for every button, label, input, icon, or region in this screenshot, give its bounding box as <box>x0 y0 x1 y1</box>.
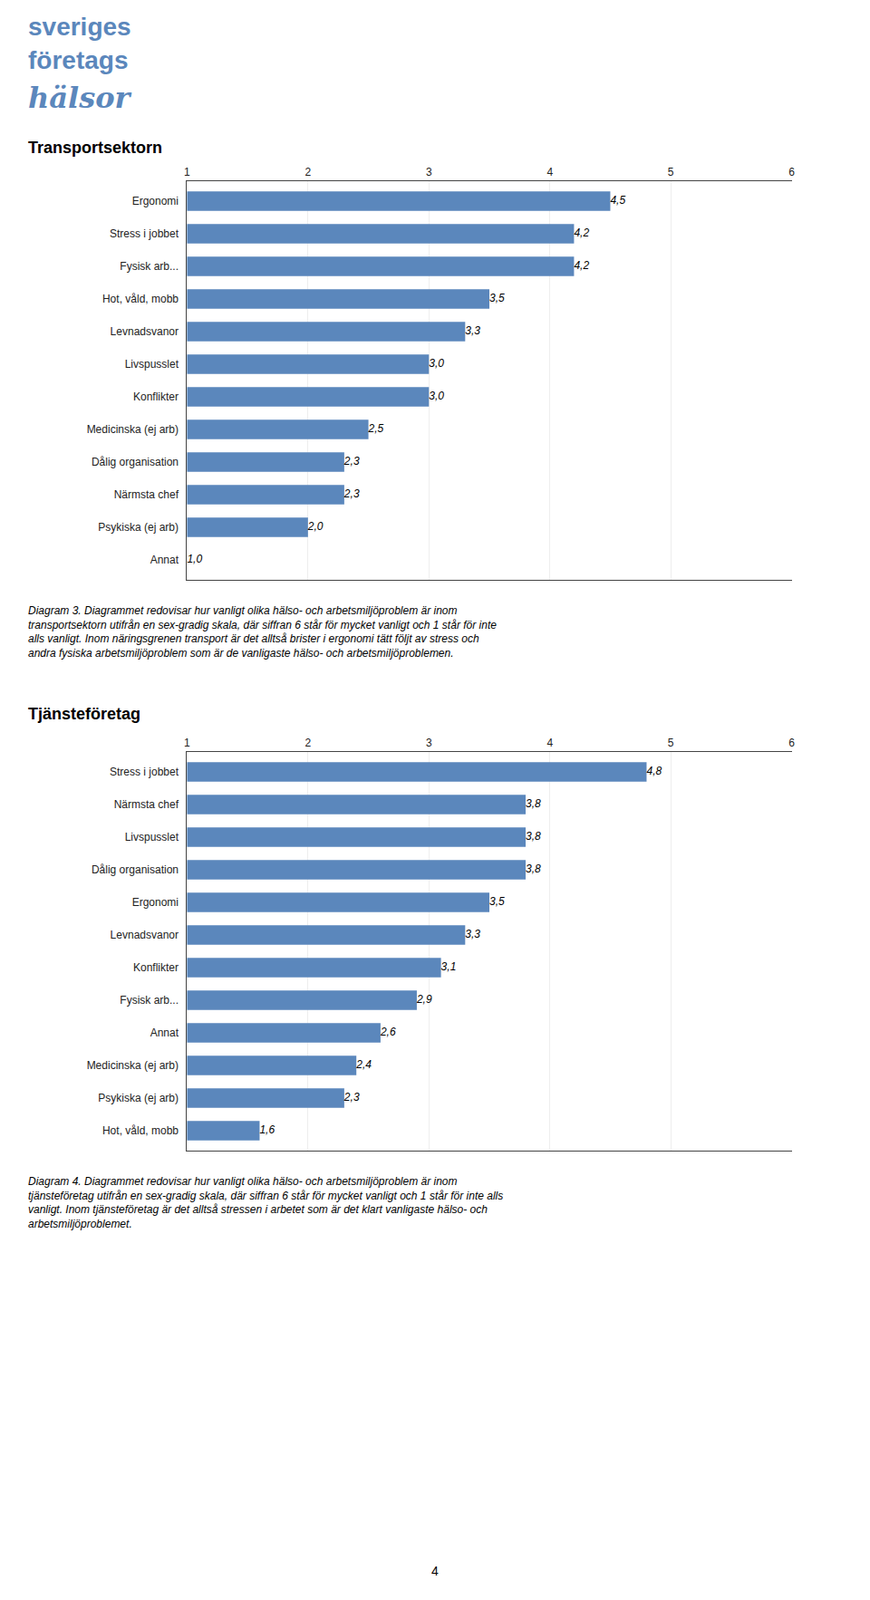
svg-text:2,3: 2,3 <box>343 487 360 501</box>
svg-text:3,0: 3,0 <box>428 389 445 403</box>
svg-text:Transportsektorn: Transportsektorn <box>28 138 163 157</box>
svg-text:Annat: Annat <box>150 1026 180 1040</box>
svg-text:Fysisk arb...: Fysisk arb... <box>119 260 179 273</box>
svg-text:Diagram 4. Diagrammet redovisa: Diagram 4. Diagrammet redovisar hur vanl… <box>28 1175 503 1231</box>
svg-text:Hot, våld, mobb: Hot, våld, mobb <box>102 292 179 306</box>
svg-text:2,6: 2,6 <box>379 1025 397 1039</box>
svg-text:1,0: 1,0 <box>186 552 203 566</box>
svg-text:Närmsta chef: Närmsta chef <box>114 488 180 502</box>
svg-text:3,8: 3,8 <box>525 797 542 811</box>
svg-text:sveriges: sveriges <box>28 12 132 41</box>
svg-text:Konflikter: Konflikter <box>133 961 179 975</box>
svg-text:2: 2 <box>304 165 311 179</box>
svg-text:2,3: 2,3 <box>343 454 360 468</box>
svg-text:3,1: 3,1 <box>441 960 457 974</box>
svg-text:1,6: 1,6 <box>259 1123 275 1137</box>
svg-text:4,2: 4,2 <box>573 259 590 272</box>
svg-text:2,9: 2,9 <box>415 993 433 1006</box>
svg-text:Konflikter: Konflikter <box>133 390 179 404</box>
svg-text:4: 4 <box>546 736 553 750</box>
svg-text:3: 3 <box>425 165 433 179</box>
svg-text:Stress i jobbet: Stress i jobbet <box>109 227 180 241</box>
svg-text:Dålig organisation: Dålig organisation <box>91 455 179 469</box>
svg-text:3,3: 3,3 <box>464 324 481 338</box>
svg-text:Diagram 3. Diagrammet redovisa: Diagram 3. Diagrammet redovisar hur vanl… <box>28 604 497 660</box>
svg-text:3,5: 3,5 <box>489 895 505 909</box>
svg-text:4: 4 <box>431 1564 439 1579</box>
svg-text:3,3: 3,3 <box>464 928 481 941</box>
svg-text:4,2: 4,2 <box>573 226 590 240</box>
svg-text:2,5: 2,5 <box>367 422 385 435</box>
svg-text:Livspusslet: Livspusslet <box>125 357 180 371</box>
svg-text:2,3: 2,3 <box>343 1091 360 1104</box>
svg-text:Dålig organisation: Dålig organisation <box>91 863 179 877</box>
svg-text:1: 1 <box>183 165 191 179</box>
svg-text:3,8: 3,8 <box>525 830 542 843</box>
svg-text:4,5: 4,5 <box>609 193 626 207</box>
svg-text:5: 5 <box>667 165 675 179</box>
svg-text:6: 6 <box>788 165 795 179</box>
svg-text:Fysisk arb...: Fysisk arb... <box>119 994 179 1007</box>
svg-text:Levnadsvanor: Levnadsvanor <box>110 928 179 942</box>
svg-text:6: 6 <box>788 736 795 750</box>
svg-text:2,4: 2,4 <box>355 1058 372 1072</box>
svg-text:4,8: 4,8 <box>646 764 662 778</box>
svg-text:Medicinska (ej arb): Medicinska (ej arb) <box>87 423 179 436</box>
svg-text:3,5: 3,5 <box>489 291 505 305</box>
svg-text:Psykiska (ej arb): Psykiska (ej arb) <box>97 1092 179 1105</box>
svg-text:Medicinska (ej arb): Medicinska (ej arb) <box>87 1059 179 1073</box>
svg-text:Livspusslet: Livspusslet <box>125 831 180 844</box>
svg-text:5: 5 <box>667 736 675 750</box>
svg-text:Tjänsteföretag: Tjänsteföretag <box>28 705 141 724</box>
svg-text:3: 3 <box>425 736 433 750</box>
svg-text:3,0: 3,0 <box>428 357 445 370</box>
svg-text:Psykiska (ej arb): Psykiska (ej arb) <box>97 521 179 534</box>
svg-text:Ergonomi: Ergonomi <box>132 896 179 909</box>
svg-text:hälsor: hälsor <box>28 80 133 116</box>
svg-text:1: 1 <box>183 736 191 750</box>
svg-text:Levnadsvanor: Levnadsvanor <box>110 325 179 339</box>
svg-text:företags: företags <box>28 46 128 75</box>
svg-text:2: 2 <box>304 736 311 750</box>
svg-text:Stress i jobbet: Stress i jobbet <box>109 765 180 779</box>
svg-text:Ergonomi: Ergonomi <box>132 194 179 208</box>
svg-text:3,8: 3,8 <box>525 862 542 876</box>
svg-text:Hot, våld, mobb: Hot, våld, mobb <box>102 1124 179 1138</box>
svg-text:Närmsta chef: Närmsta chef <box>114 798 180 812</box>
svg-text:Annat: Annat <box>150 553 180 567</box>
svg-text:4: 4 <box>546 165 553 179</box>
svg-text:2,0: 2,0 <box>307 520 324 533</box>
